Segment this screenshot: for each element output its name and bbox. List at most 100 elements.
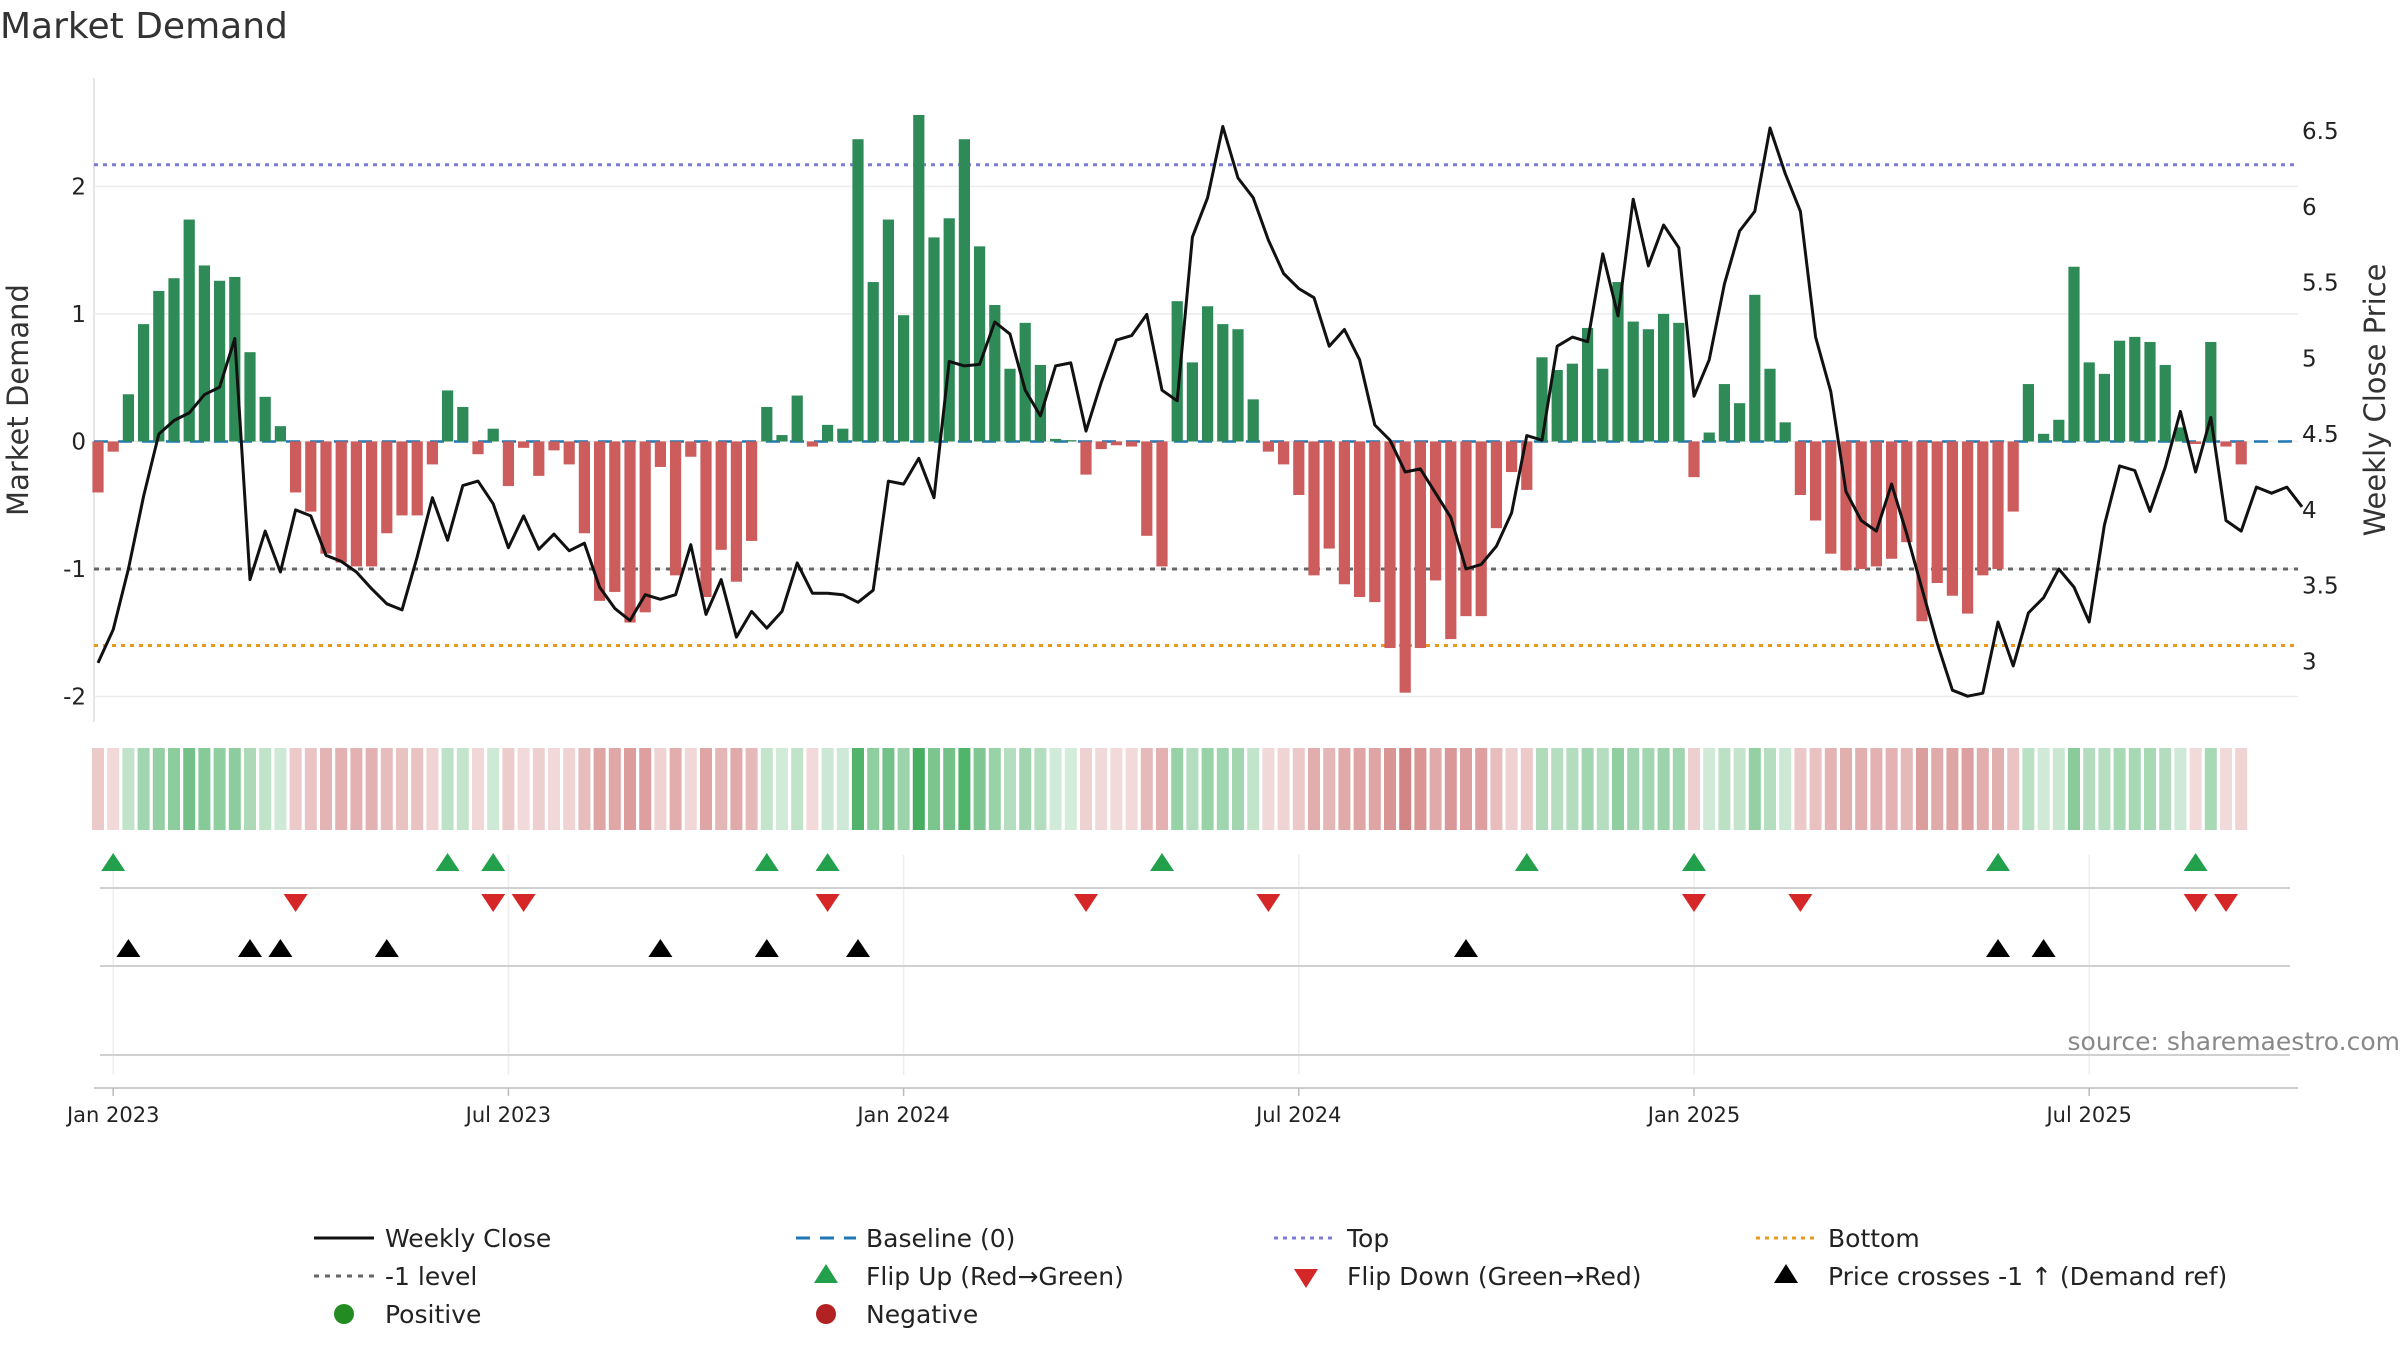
price-cross-marker: [2031, 939, 2056, 957]
demand-bar: [2068, 266, 2080, 442]
heat-strip-cell: [624, 748, 636, 830]
demand-bar: [1977, 441, 1989, 576]
heat-strip-cell: [1946, 748, 1959, 830]
heat-strip-cell: [593, 748, 606, 830]
heat-strip-cell: [304, 748, 317, 830]
x-tick-label: Jul 2024: [1254, 1103, 1341, 1127]
legend-flipdown-swatch: [1294, 1269, 1318, 1288]
demand-bar: [350, 441, 362, 567]
heat-strip-cell: [1475, 748, 1488, 830]
heat-strip-cell: [1414, 748, 1427, 830]
heat-strip-cell: [943, 748, 956, 830]
flip-up-marker: [1514, 853, 1539, 871]
demand-bar: [487, 428, 499, 442]
demand-bar: [700, 441, 712, 598]
y2-tick-label: 3: [2302, 649, 2317, 675]
demand-bar: [1886, 441, 1898, 559]
y2-axis-label: Weekly Close Price: [2358, 264, 2392, 537]
heat-strip-cell: [2007, 748, 2020, 830]
heat-strip-cell: [1976, 748, 1989, 830]
demand-bar: [1247, 399, 1259, 442]
demand-bar: [1521, 441, 1533, 490]
demand-bar: [259, 396, 271, 442]
heat-strip-cell: [1277, 748, 1290, 830]
legend-baseline-label: Baseline (0): [866, 1224, 1015, 1253]
demand-bar: [457, 407, 469, 442]
heat-strip-cell: [2159, 748, 2172, 830]
demand-bar: [639, 441, 651, 613]
demand-bar: [92, 441, 104, 493]
heat-strip-cell: [1444, 748, 1457, 830]
heat-strip-cell: [1581, 748, 1594, 830]
demand-bar: [578, 441, 590, 534]
demand-bar: [1627, 321, 1639, 442]
price-cross-marker: [846, 939, 870, 957]
heat-strip-cell: [426, 748, 439, 830]
demand-bar: [426, 441, 438, 465]
heat-strip-cell: [1779, 748, 1792, 830]
legend-item-cross: Price crosses -1 ↑ (Demand ref): [1774, 1262, 2227, 1291]
demand-bar: [107, 441, 119, 452]
heat-strip-cell: [548, 748, 560, 830]
heat-strip-cell: [183, 748, 196, 830]
heat-strip-cell: [1961, 748, 1974, 830]
heat-strip-cell: [92, 748, 104, 830]
flip-up-marker: [815, 853, 840, 871]
heat-strip-cell: [700, 748, 712, 830]
x-axis-ticks: Jan 2023 Jul 2023 Jan 2024 Jul 2024 Jan 2025…: [65, 1088, 2132, 1127]
legend-flipup-swatch: [814, 1264, 838, 1283]
demand-bar: [335, 441, 347, 563]
demand-bar: [563, 441, 575, 465]
x-tick-label: Jul 2025: [2044, 1103, 2131, 1127]
demand-bar: [1338, 441, 1350, 585]
heat-strip-cell: [2174, 748, 2187, 830]
heat-strip-cell: [1748, 748, 1761, 830]
demand-bar: [822, 424, 834, 442]
heat-strip-cell: [1870, 748, 1883, 830]
heat-strip-cell: [1064, 748, 1077, 830]
heat-strip-cell: [2144, 748, 2156, 830]
heat-strip-cell: [1262, 748, 1275, 830]
heat-strip-cell: [563, 748, 576, 830]
demand-bar: [381, 441, 393, 534]
flip-down-marker: [1682, 894, 1706, 912]
heat-strip-cell: [1049, 748, 1062, 830]
legend-item-close: Weekly Close: [314, 1224, 551, 1253]
heat-strip-cell: [1140, 748, 1153, 830]
demand-bar: [1688, 441, 1700, 478]
demand-bar: [1110, 441, 1122, 446]
demand-bar: [1536, 357, 1548, 442]
heat-strip-cell: [213, 748, 226, 830]
heat-strip-cell: [2235, 748, 2248, 830]
heat-strip-cell: [2220, 748, 2232, 830]
demand-bar: [1217, 324, 1229, 442]
demand-bar: [1734, 403, 1746, 442]
demand-bar: [2144, 341, 2156, 442]
heat-strip-cell: [1019, 748, 1032, 830]
legend-negative-swatch: [816, 1304, 836, 1324]
y-axis-ticks: -2 -1 0 1 2: [63, 174, 86, 710]
demand-bar: [502, 441, 514, 487]
heat-strip-cell: [1323, 748, 1336, 830]
price-cross-marker: [648, 939, 673, 957]
y-tick-label: 1: [71, 302, 86, 328]
demand-bar: [1931, 441, 1943, 583]
heat-strip-cell: [2098, 748, 2111, 830]
heat-strip-cell: [320, 748, 332, 830]
demand-bar: [1232, 329, 1244, 442]
heat-strip-cell: [1429, 748, 1442, 830]
heat-strip-cell: [639, 748, 652, 830]
heat-strip-cell: [456, 748, 469, 830]
demand-bar: [1445, 441, 1457, 640]
heat-strip-cell: [1490, 748, 1503, 830]
heat-strip-cell: [836, 748, 849, 830]
demand-bar: [791, 395, 803, 442]
heat-strip-cell: [1125, 748, 1138, 830]
demand-bar: [1855, 441, 1867, 569]
heat-strip-cell: [2189, 748, 2202, 830]
heat-strip-cell: [684, 748, 697, 830]
demand-bar: [761, 407, 773, 442]
y2-tick-label: 6.5: [2302, 119, 2339, 145]
heat-strip-cell: [1216, 748, 1229, 830]
demand-bar: [609, 441, 621, 592]
